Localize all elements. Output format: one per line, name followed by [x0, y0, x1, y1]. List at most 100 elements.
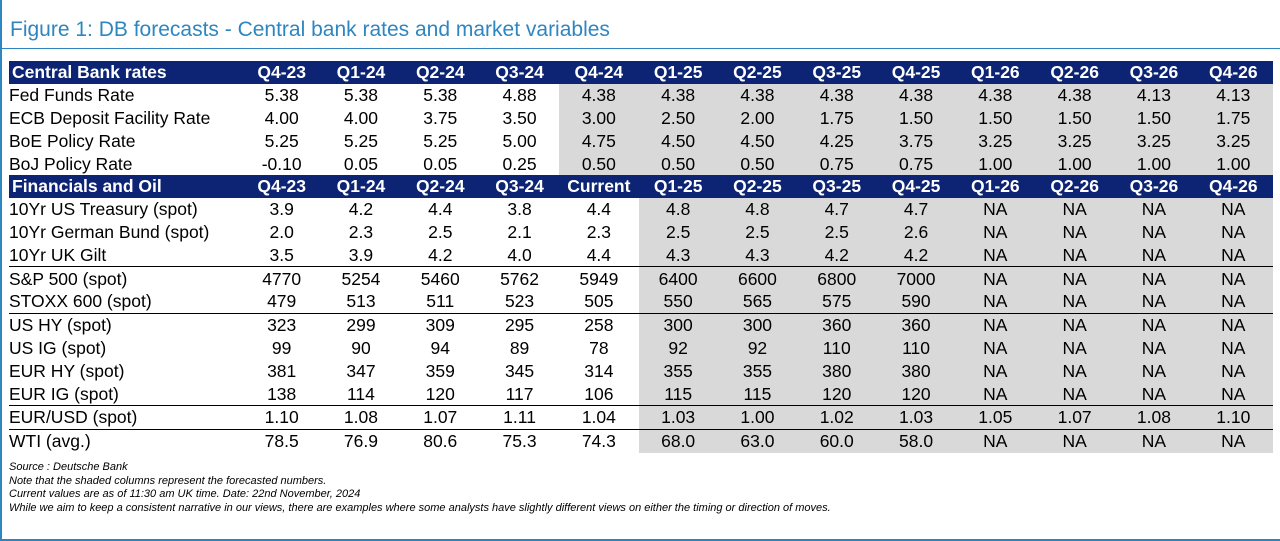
table-cell: 258	[559, 312, 639, 337]
table-cell: 6400	[638, 266, 718, 290]
table-cell: 4.38	[955, 83, 1035, 107]
row-label: US IG (spot)	[9, 337, 107, 358]
table-cell: 355	[638, 359, 718, 383]
table-cell: 4.38	[559, 83, 639, 107]
table-cell: 1.10	[242, 404, 322, 430]
table-cell: 89	[509, 337, 530, 358]
table-cell: 1.11	[479, 404, 560, 430]
table-cell: 5.25	[423, 130, 458, 151]
table-cell: 0.50	[559, 152, 639, 175]
table-cell: 2.0	[269, 221, 294, 242]
table-cell: 2.3	[586, 221, 612, 242]
table-row: WTI (avg.) 78.5 76.9 80.6 75.3 74.3 68.0 63.0 60…	[9, 428, 1273, 453]
table-cell: 1.10	[1193, 404, 1273, 430]
table-cell: 75.3	[479, 428, 560, 453]
table-cell: 511	[426, 291, 455, 312]
table-cell: 347	[346, 360, 376, 381]
table-cell: 90	[351, 337, 371, 358]
table-cell: 4.8	[638, 197, 718, 221]
table-cell: 1.02	[797, 404, 877, 430]
table-cell: 1.00	[1193, 152, 1273, 175]
footnotes: Source : Deutsche Bank Note that the shad…	[9, 461, 831, 515]
table-cell: 6600	[717, 266, 798, 290]
table-cell: NA	[955, 266, 1035, 290]
table-cell: 1.50	[876, 106, 956, 130]
table-cell: NA	[955, 220, 1035, 244]
table-cell: 4.2	[797, 243, 877, 267]
table-cell: NA	[1034, 243, 1115, 267]
table-cell: 523	[504, 291, 535, 312]
table-cell: 0.75	[797, 152, 877, 175]
table-cell: 360	[797, 312, 877, 337]
column-header: Q2-26	[1034, 61, 1115, 84]
table-cell: 110	[797, 336, 877, 360]
column-header: Q4-26	[1193, 61, 1273, 84]
table-cell: 360	[876, 312, 956, 337]
table-cell: NA	[955, 312, 1035, 337]
column-header: Q1-26	[955, 174, 1035, 198]
table-cell: 323	[242, 312, 322, 337]
table-cell: 1.08	[1114, 404, 1194, 430]
table-cell: 4.7	[876, 197, 956, 221]
table-cell: 3.9	[269, 199, 294, 220]
table-cell: 0.05	[423, 153, 458, 174]
table-cell: 4.25	[797, 129, 877, 153]
table-cell: 550	[638, 289, 718, 314]
table-cell: NA	[1193, 197, 1273, 221]
table-row: US HY (spot) 323 299 309 295 258 300 300 360 360 N…	[9, 312, 1273, 337]
table-row: 10Yr US Treasury (spot) 3.9 4.2 4.4 3.8 4.4 4.…	[9, 197, 1273, 221]
column-header: Q3-25	[797, 61, 877, 84]
table-cell: 295	[479, 312, 560, 337]
table-cell: NA	[1034, 312, 1115, 337]
table-cell: NA	[1034, 382, 1115, 406]
table-cell: 4.38	[876, 83, 956, 107]
table-cell: 1.08	[321, 404, 401, 430]
table-cell: NA	[955, 359, 1035, 383]
forecast-table: Central Bank rates Q4-23 Q1-24 Q2-24 Q3-24 Q4…	[9, 61, 1273, 453]
row-label: STOXX 600 (spot)	[9, 291, 152, 312]
table-cell: 60.0	[797, 428, 877, 453]
table-cell: 479	[267, 291, 297, 312]
column-header: Q2-24	[400, 61, 480, 84]
table-cell: 3.5	[269, 244, 294, 265]
table-cell: 1.00	[1114, 152, 1194, 175]
table-cell: 1.75	[1193, 106, 1273, 130]
table-cell: 513	[346, 291, 376, 312]
table-cell: 5949	[559, 266, 639, 290]
column-header: Q1-25	[638, 61, 718, 84]
table-cell: 5.25	[264, 130, 299, 151]
column-header: Q3-24	[479, 61, 560, 84]
table-row: EUR IG (spot) 138 114 120 117 106 115 115 120 120…	[9, 382, 1273, 406]
table-cell: 4.88	[502, 85, 537, 106]
table-cell: 0.50	[638, 152, 718, 175]
table-cell: NA	[1114, 428, 1194, 453]
table-cell: 80.6	[400, 428, 480, 453]
table-cell: 4.4	[586, 244, 612, 265]
table-cell: 299	[321, 312, 401, 337]
table-cell: 4.75	[559, 129, 639, 153]
row-label: EUR/USD (spot)	[9, 404, 243, 430]
row-label: US HY (spot)	[9, 312, 243, 337]
table-cell: 6800	[797, 266, 877, 290]
table-cell: 92	[717, 336, 798, 360]
table-cell: NA	[955, 336, 1035, 360]
table-cell: NA	[1193, 359, 1273, 383]
section-heading: Financials and Oil	[9, 174, 243, 198]
table-cell: 4.3	[717, 243, 798, 267]
row-label: WTI (avg.)	[9, 428, 243, 453]
column-header: Current	[559, 174, 639, 198]
table-cell: 3.8	[507, 199, 532, 220]
table-cell: 4.7	[797, 197, 877, 221]
table-cell: 3.75	[423, 107, 458, 128]
column-header: Q1-26	[955, 61, 1035, 84]
table-cell: NA	[1193, 428, 1273, 453]
table-cell: NA	[955, 382, 1035, 406]
table-cell: 2.5	[428, 221, 453, 242]
table-cell: NA	[955, 197, 1035, 221]
table-cell: 4.38	[797, 83, 877, 107]
column-header: Q3-26	[1114, 174, 1194, 198]
table-cell: 106	[584, 383, 614, 404]
table-cell: 92	[638, 336, 718, 360]
table-cell: NA	[955, 289, 1035, 314]
table-cell: NA	[1193, 312, 1273, 337]
